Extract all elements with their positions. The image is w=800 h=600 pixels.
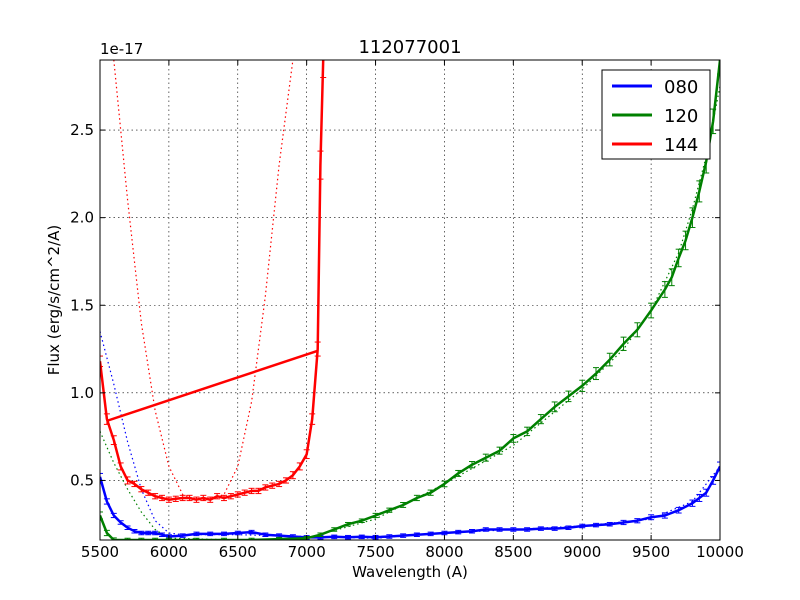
y-tick-label: 0.5 bbox=[70, 471, 94, 489]
model-curve-144 bbox=[113, 60, 294, 501]
series-line-080 bbox=[100, 465, 720, 539]
x-tick-label: 5500 bbox=[81, 543, 119, 561]
x-tick-label: 7500 bbox=[356, 543, 394, 561]
series-line-144 bbox=[100, 60, 325, 501]
x-axis-label: Wavelength (A) bbox=[352, 563, 468, 581]
legend-label-080: 080 bbox=[664, 77, 698, 98]
x-tick-label: 9000 bbox=[563, 543, 601, 561]
grid bbox=[100, 60, 720, 540]
y-axis-label: Flux (erg/s/cm^2/A) bbox=[45, 225, 63, 376]
y-tick-label: 2.5 bbox=[70, 121, 94, 139]
y-offset-text: 1e-17 bbox=[100, 40, 143, 58]
x-tick-label: 6500 bbox=[219, 543, 257, 561]
plot-frame bbox=[99, 59, 721, 541]
model-curve-120 bbox=[100, 86, 720, 540]
y-tick-label: 1.0 bbox=[70, 384, 94, 402]
x-tick-label: 9500 bbox=[632, 543, 670, 561]
x-tick-label: 8500 bbox=[494, 543, 532, 561]
series-segment-144 bbox=[106, 349, 319, 423]
legend: 080 120 144 bbox=[601, 69, 711, 160]
series-120 bbox=[100, 60, 720, 540]
model-curves bbox=[100, 60, 720, 540]
series-080 bbox=[100, 461, 720, 540]
chart-title: 112077001 bbox=[358, 37, 461, 58]
legend-label-144: 144 bbox=[664, 135, 698, 156]
legend-label-120: 120 bbox=[664, 106, 698, 127]
x-tick-label: 10000 bbox=[696, 543, 744, 561]
axis-ticks: 5500 6000 6500 7000 7500 8000 8500 9000 9500 1000… bbox=[70, 60, 744, 561]
series-144 bbox=[100, 60, 327, 503]
y-tick-label: 2.0 bbox=[70, 209, 94, 227]
series-line-120 bbox=[100, 60, 720, 540]
x-tick-label: 8000 bbox=[425, 543, 463, 561]
y-tick-label: 1.5 bbox=[70, 296, 94, 314]
x-tick-label: 7000 bbox=[288, 543, 326, 561]
data-series bbox=[100, 60, 720, 540]
x-tick-label: 6000 bbox=[150, 543, 188, 561]
